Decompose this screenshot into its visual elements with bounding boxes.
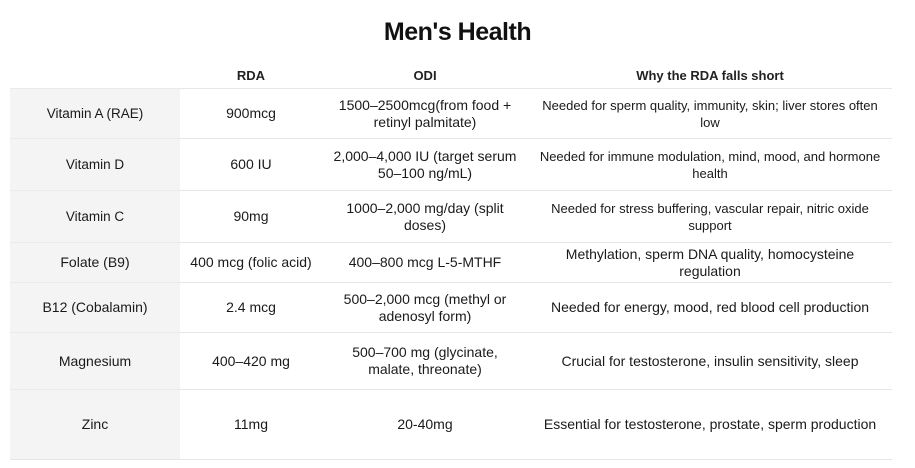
table-row: Magnesium 400–420 mg 500–700 mg (glycina… [10, 332, 892, 390]
odi-cell: 1500–2500mcg(from food + retinyl palmita… [322, 88, 528, 139]
why-cell: Needed for sperm quality, immunity, skin… [528, 88, 892, 139]
nutrient-cell: Zinc [10, 389, 180, 460]
rda-cell: 400 mcg (folic acid) [180, 242, 322, 283]
nutrient-cell: Folate (B9) [10, 242, 180, 283]
rda-cell: 90mg [180, 190, 322, 243]
why-cell: Crucial for testosterone, insulin sensit… [528, 332, 892, 390]
nutrient-table: RDA ODI Why the RDA falls short Vitamin … [10, 62, 892, 460]
header-odi: ODI [413, 67, 437, 83]
table-row: Folate (B9) 400 mcg (folic acid) 400–800… [10, 242, 892, 283]
page-title: Men's Health [383, 18, 532, 46]
why-cell: Needed for energy, mood, red blood cell … [528, 282, 892, 333]
why-cell: Needed for immune modulation, mind, mood… [528, 138, 892, 191]
why-cell: Needed for stress buffering, vascular re… [528, 190, 892, 243]
odi-cell: 20-40mg [322, 389, 528, 460]
table-row: Zinc 11mg 20-40mg Essential for testoste… [10, 389, 892, 460]
nutrient-cell: B12 (Cobalamin) [10, 282, 180, 333]
rda-cell: 2.4 mcg [180, 282, 322, 333]
odi-cell: 400–800 mcg L-5-MTHF [322, 242, 528, 283]
table-row: Vitamin D 600 IU 2,000–4,000 IU (target … [10, 138, 892, 191]
header-row: RDA ODI Why the RDA falls short [10, 62, 892, 89]
nutrient-cell: Vitamin D [10, 138, 180, 191]
why-cell: Methylation, sperm DNA quality, homocyst… [528, 242, 892, 283]
table-row: B12 (Cobalamin) 2.4 mcg 500–2,000 mcg (m… [10, 282, 892, 333]
header-rda: RDA [236, 67, 266, 83]
table-row: Vitamin A (RAE) 900mcg 1500–2500mcg(from… [10, 88, 892, 139]
why-cell: Essential for testosterone, prostate, sp… [528, 389, 892, 460]
rda-cell: 400–420 mg [180, 332, 322, 390]
nutrient-cell: Vitamin C [10, 190, 180, 243]
rda-cell: 600 IU [180, 138, 322, 191]
odi-cell: 500–700 mg (glycinate, malate, threonate… [322, 332, 528, 390]
rda-cell: 900mcg [180, 88, 322, 139]
header-nutrient [10, 62, 180, 89]
odi-cell: 2,000–4,000 IU (target serum 50–100 ng/m… [322, 138, 528, 191]
odi-cell: 500–2,000 mcg (methyl or adenosyl form) [322, 282, 528, 333]
nutrient-cell: Vitamin A (RAE) [10, 88, 180, 139]
header-why: Why the RDA falls short [636, 67, 784, 83]
nutrient-cell: Magnesium [10, 332, 180, 390]
rda-cell: 11mg [180, 389, 322, 460]
table-row: Vitamin C 90mg 1000–2,000 mg/day (split … [10, 190, 892, 243]
odi-cell: 1000–2,000 mg/day (split doses) [322, 190, 528, 243]
